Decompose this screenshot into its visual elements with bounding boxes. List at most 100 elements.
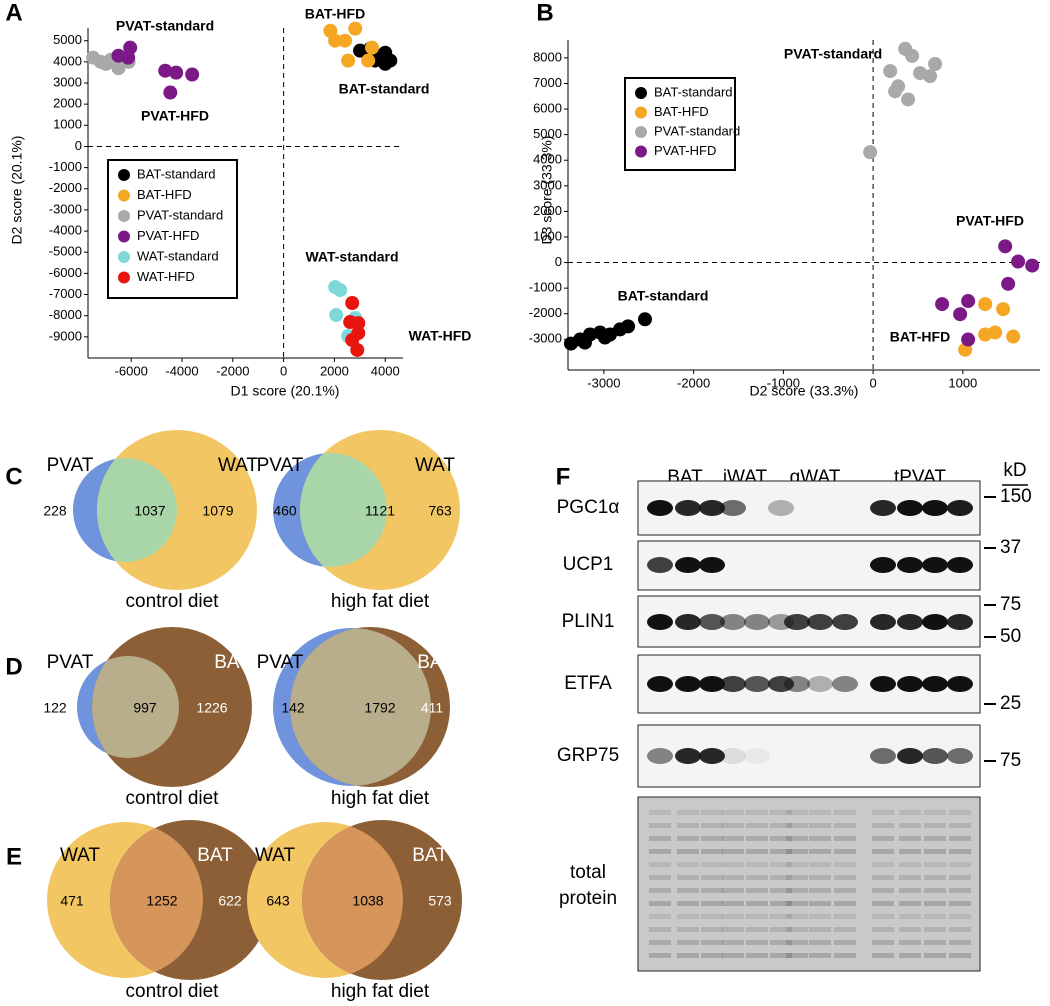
- y-tick-label: 0: [555, 254, 562, 269]
- y-tick-label: -3000: [49, 201, 82, 216]
- protein-label: GRP75: [557, 745, 619, 766]
- loading-band: [746, 953, 768, 958]
- data-point: [928, 56, 943, 71]
- annotation: PVAT-standard: [784, 46, 882, 62]
- loading-band: [949, 901, 971, 906]
- loading-band: [949, 862, 971, 867]
- data-point: [905, 48, 920, 63]
- loading-band: [899, 888, 921, 893]
- loading-band: [770, 953, 792, 958]
- band: [832, 676, 858, 692]
- venn-caption: control diet: [126, 981, 220, 1002]
- protein-label: PGC1α: [557, 497, 620, 518]
- loading-band: [924, 836, 946, 841]
- annotation: BAT-HFD: [890, 329, 950, 345]
- data-point: [329, 308, 344, 323]
- legend-label: PVAT-standard: [137, 207, 223, 222]
- band: [720, 614, 746, 630]
- venn-count: 1079: [202, 503, 233, 519]
- band: [832, 614, 858, 630]
- band: [675, 557, 701, 573]
- loading-band: [677, 953, 699, 958]
- venn-caption: high fat diet: [331, 981, 430, 1002]
- legend-label: BAT-standard: [137, 166, 216, 181]
- loading-band: [834, 810, 856, 815]
- venn-overlap: [302, 822, 403, 978]
- loading-band: [770, 888, 792, 893]
- band: [922, 614, 948, 630]
- legend-marker: [118, 210, 130, 222]
- loading-band: [649, 888, 671, 893]
- panel-label: F: [556, 463, 571, 490]
- loading-band: [872, 914, 894, 919]
- loading-band: [677, 810, 699, 815]
- loading-band: [872, 862, 894, 867]
- loading-band: [834, 927, 856, 932]
- y-tick-label: -5000: [49, 244, 82, 259]
- y-tick-label: 4000: [533, 152, 562, 167]
- band: [699, 557, 725, 573]
- loading-band: [722, 940, 744, 945]
- data-point: [361, 53, 376, 68]
- data-point: [901, 92, 916, 107]
- y-tick-label: 0: [75, 138, 82, 153]
- venn-set-label: PVAT: [257, 455, 304, 476]
- loading-band: [834, 836, 856, 841]
- loading-band: [899, 914, 921, 919]
- loading-band: [722, 875, 744, 880]
- loading-band: [746, 810, 768, 815]
- data-point: [111, 61, 126, 76]
- loading-band: [809, 901, 831, 906]
- loading-band: [872, 940, 894, 945]
- loading-band: [809, 810, 831, 815]
- band: [897, 557, 923, 573]
- data-point: [351, 326, 366, 341]
- loading-band: [809, 875, 831, 880]
- band: [744, 614, 770, 630]
- y-tick-label: 7000: [533, 75, 562, 90]
- loading-band: [924, 901, 946, 906]
- data-point: [111, 48, 126, 63]
- data-point: [1006, 329, 1021, 344]
- band: [897, 500, 923, 516]
- loading-band: [770, 849, 792, 854]
- legend-marker: [635, 126, 647, 138]
- venn-set-label: BAT: [417, 652, 453, 673]
- x-tick-label: -6000: [115, 363, 148, 378]
- loading-band: [722, 901, 744, 906]
- loading-band: [677, 901, 699, 906]
- panel-label: A: [5, 0, 22, 26]
- venn-count: 1792: [364, 700, 395, 716]
- data-point: [996, 302, 1011, 317]
- loading-band: [809, 953, 831, 958]
- loading-band: [649, 914, 671, 919]
- loading-band: [809, 888, 831, 893]
- loading-band: [701, 914, 723, 919]
- y-tick-label: -2000: [529, 305, 562, 320]
- venn-count: 411: [421, 700, 444, 716]
- venn-set-label: PVAT: [257, 652, 304, 673]
- data-point: [988, 325, 1003, 340]
- venn-set-label: WAT: [60, 845, 100, 866]
- loading-band: [949, 914, 971, 919]
- loading-band: [924, 849, 946, 854]
- panel-label: D: [5, 653, 22, 680]
- y-tick-label: 5000: [533, 126, 562, 141]
- x-tick-label: -2000: [677, 375, 710, 390]
- loading-band: [649, 849, 671, 854]
- data-point: [953, 307, 968, 322]
- band: [870, 500, 896, 516]
- x-axis-label: D2 score (33.3%): [750, 383, 859, 399]
- marker-label: 150: [1000, 486, 1032, 507]
- data-point: [577, 335, 592, 350]
- band: [870, 614, 896, 630]
- unit-label: kD: [1003, 460, 1026, 481]
- venn-count: 122: [43, 700, 67, 716]
- loading-band: [677, 862, 699, 867]
- loading-band: [872, 810, 894, 815]
- x-tick-label: -3000: [587, 375, 620, 390]
- loading-band: [677, 849, 699, 854]
- venn-set-label: PVAT: [47, 652, 94, 673]
- loading-band: [899, 849, 921, 854]
- legend-label: WAT-HFD: [137, 269, 195, 284]
